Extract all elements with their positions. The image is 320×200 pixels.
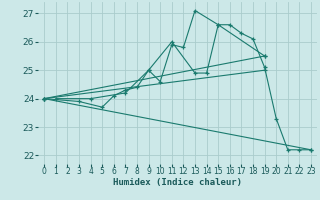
- X-axis label: Humidex (Indice chaleur): Humidex (Indice chaleur): [113, 178, 242, 187]
